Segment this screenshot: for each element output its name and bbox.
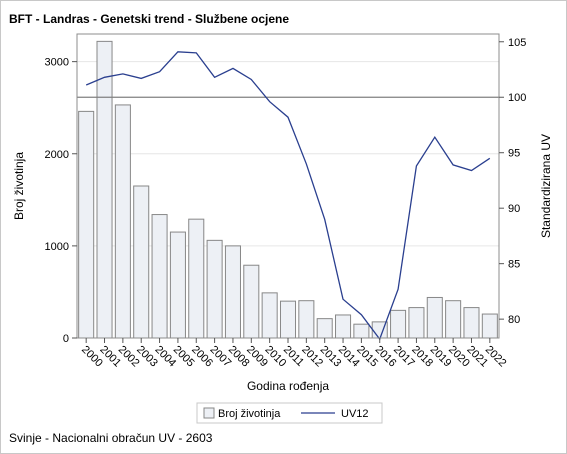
left-tick-label: 2000: [45, 149, 69, 161]
x-axis-label: Godina rođenja: [247, 379, 329, 393]
right-tick-label: 105: [508, 37, 526, 49]
bar-2015: [353, 323, 370, 339]
bar-2003: [133, 185, 150, 339]
bar-2005: [169, 231, 186, 339]
bar-2013: [316, 318, 333, 339]
bar-2018: [408, 307, 425, 339]
left-tick-label: 1000: [45, 241, 69, 253]
legend-label-line: UV12: [341, 408, 369, 420]
right-axis: 80 85 90 95 100 105: [499, 37, 526, 326]
bar-2012: [298, 300, 315, 339]
legend-swatch-bars: [203, 407, 215, 419]
y-axis-left-label: Broj životinja: [12, 152, 26, 220]
bar-2022: [481, 313, 498, 339]
right-tick-label: 80: [508, 314, 520, 326]
bar-2011: [279, 300, 297, 339]
bar-2001: [96, 40, 113, 339]
uv12-line: [85, 51, 491, 341]
bar-2021: [463, 307, 480, 339]
footnote: Svinje - Nacionalni obračun UV - 2603: [9, 431, 213, 445]
right-tick-label: 100: [508, 92, 526, 104]
left-axis: 0 1000 2000 3000: [45, 57, 77, 345]
y-axis-right-label: Standardizirana UV: [539, 134, 553, 238]
bar-2007: [206, 239, 223, 339]
bar-2008: [224, 245, 241, 339]
legend: Broj životinja UV12: [196, 402, 383, 424]
x-axis: 2000200120022003200420052006200720082009…: [79, 338, 509, 369]
right-tick-label: 90: [508, 203, 520, 215]
bar-2004: [151, 214, 168, 339]
bar-2014: [335, 314, 352, 339]
legend-box: [196, 402, 383, 424]
bar-2019: [426, 296, 443, 339]
left-tick-label: 3000: [45, 57, 69, 69]
bar-2010: [261, 292, 278, 339]
bars: [78, 40, 498, 339]
right-tick-label: 85: [508, 259, 520, 271]
chart-title: BFT - Landras - Genetski trend - Služben…: [9, 12, 289, 26]
right-tick-label: 95: [508, 148, 520, 160]
bar-2006: [188, 218, 205, 339]
uv12-line-layer: [85, 51, 491, 341]
bar-2002: [114, 104, 131, 339]
bar-2020: [445, 300, 462, 339]
legend-label-bars: Broj životinja: [218, 408, 281, 420]
bar-2000: [78, 110, 95, 339]
bar-2017: [390, 309, 407, 339]
left-tick-label: 0: [63, 333, 69, 345]
bar-2009: [243, 264, 260, 339]
